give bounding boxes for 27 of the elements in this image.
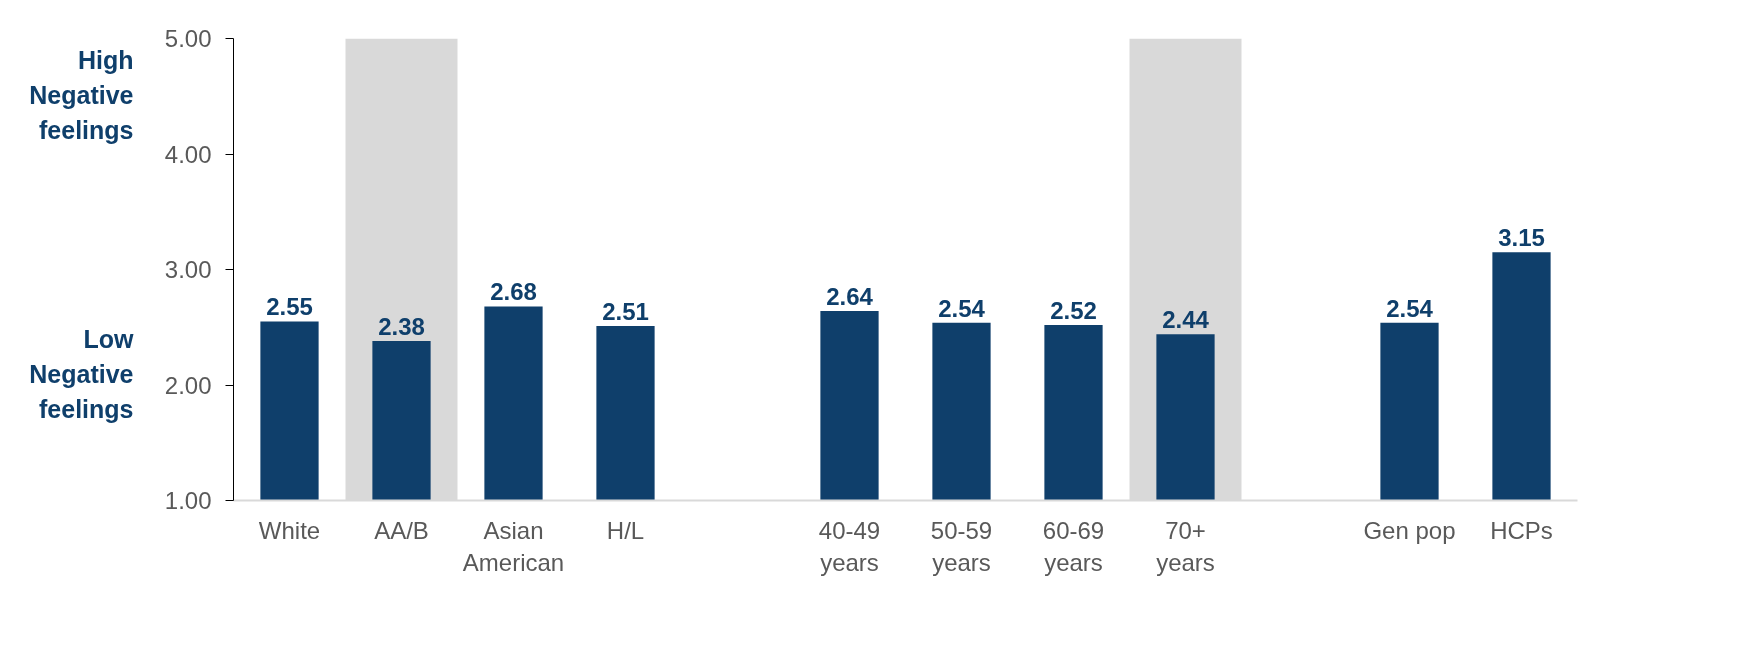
text: High Negative feelings xyxy=(29,45,134,144)
text: Low Negative feelings xyxy=(29,324,135,423)
x-tick-label: 50-59 years xyxy=(930,516,993,576)
data-label: 2.55 xyxy=(266,293,313,321)
data-label: 2.54 xyxy=(938,294,986,322)
y-tick-label: 2.00 xyxy=(164,371,212,399)
data-label: 2.68 xyxy=(490,278,537,306)
y-tick-label: 3.00 xyxy=(164,256,212,283)
data-label: 2.44 xyxy=(1162,306,1210,334)
data-label: 2.52 xyxy=(1050,296,1097,324)
x-tick-label: 70+ years xyxy=(1156,516,1215,576)
y-tick-label: 5.00 xyxy=(164,25,212,52)
y-tick-label: 1.00 xyxy=(164,487,212,514)
data-label: 2.51 xyxy=(602,298,649,326)
x-tick-label: 40-49 years xyxy=(818,516,881,576)
x-tick-label: 60-69 years xyxy=(1042,516,1105,576)
data-label: 2.54 xyxy=(1386,294,1434,322)
x-tick-label: AA/B xyxy=(374,516,429,544)
x-tick-label: HCPs xyxy=(1490,516,1553,544)
y-tick-label: 4.00 xyxy=(164,140,212,168)
x-tick-label: Gen pop xyxy=(1363,516,1456,544)
data-label: 3.15 xyxy=(1498,224,1545,252)
data-label: 2.64 xyxy=(826,283,874,311)
x-tick-label: White xyxy=(258,516,321,544)
x-tick-label: H/L xyxy=(606,516,645,544)
data-label: 2.38 xyxy=(378,313,425,341)
x-tick-label: Asian American xyxy=(462,516,565,576)
